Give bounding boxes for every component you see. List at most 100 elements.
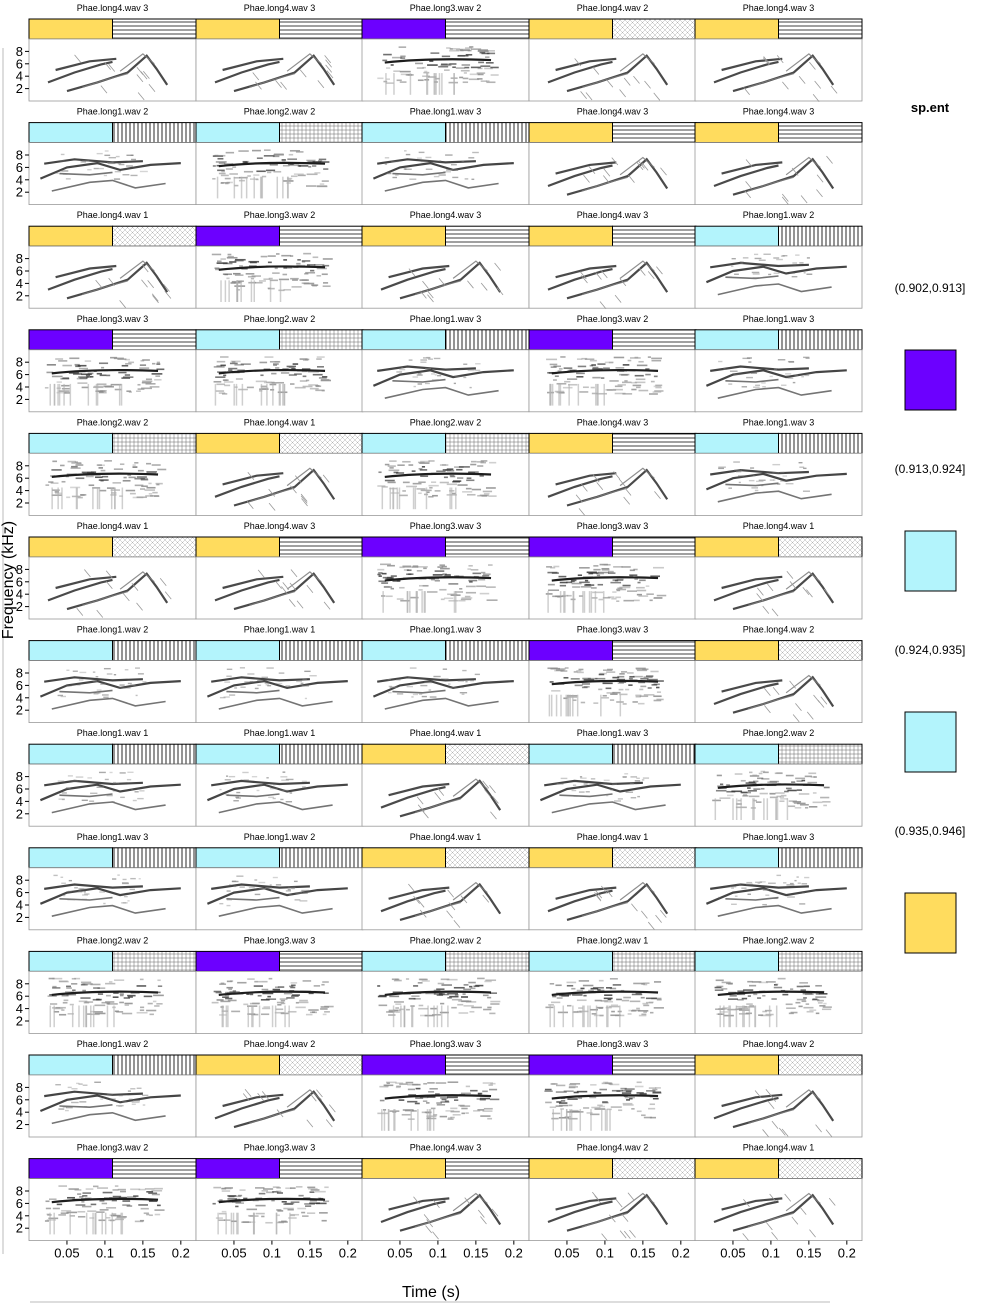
energy-blob bbox=[621, 381, 632, 384]
energy-blob bbox=[401, 366, 404, 369]
noise-streak bbox=[638, 160, 645, 169]
energy-blob bbox=[272, 988, 281, 991]
spectrogram-panel: Phae.long4.wav 2 bbox=[694, 1039, 863, 1138]
harmonic-trace bbox=[81, 280, 128, 296]
panel-title: Phae.long1.wav 1 bbox=[244, 728, 316, 738]
x-tick-label: 0.05 bbox=[54, 1246, 79, 1261]
dominant-band bbox=[551, 990, 659, 997]
energy-blob bbox=[412, 566, 419, 568]
energy-blob bbox=[622, 1102, 633, 1105]
x-tick-label: 0.2 bbox=[172, 1246, 190, 1261]
energy-blob bbox=[265, 1221, 273, 1224]
energy-blob bbox=[387, 481, 396, 484]
energy-blob bbox=[287, 886, 296, 889]
energy-blob bbox=[307, 1212, 316, 1214]
energy-blob bbox=[305, 1205, 312, 1207]
noise-streak bbox=[608, 1214, 616, 1223]
energy-blob bbox=[615, 367, 625, 369]
energy-blob bbox=[733, 373, 741, 376]
energy-blob bbox=[439, 1115, 448, 1118]
energy-blob bbox=[221, 1010, 229, 1012]
energy-blob bbox=[422, 357, 431, 359]
y-tick-label: 8 bbox=[16, 769, 23, 784]
energy-blob bbox=[46, 1213, 50, 1216]
energy-blob bbox=[459, 691, 468, 694]
energy-blob bbox=[485, 56, 490, 58]
energy-blob bbox=[646, 675, 654, 677]
noise-streak bbox=[606, 79, 614, 88]
spectrogram-plot bbox=[694, 38, 863, 102]
energy-blob bbox=[755, 881, 763, 883]
noise-streak bbox=[131, 582, 139, 591]
energy-blob bbox=[48, 977, 55, 980]
energy-blob bbox=[769, 780, 779, 783]
energy-blob bbox=[276, 253, 280, 255]
energy-blob bbox=[423, 71, 430, 74]
energy-blob bbox=[465, 47, 472, 49]
noise-streak bbox=[767, 1101, 775, 1109]
dominant-band bbox=[384, 472, 492, 479]
energy-blob bbox=[146, 1009, 157, 1012]
energy-blob bbox=[648, 1087, 657, 1089]
x-tick-label: 0.15 bbox=[130, 1246, 155, 1261]
energy-blob bbox=[803, 272, 806, 274]
spectrogram-plot bbox=[28, 867, 197, 931]
energy-blob bbox=[114, 979, 125, 981]
energy-blob bbox=[390, 492, 400, 494]
energy-blob bbox=[229, 261, 237, 263]
energy-blob bbox=[606, 692, 615, 694]
energy-blob bbox=[77, 364, 87, 367]
noise-streak bbox=[816, 174, 824, 183]
noise-streak bbox=[744, 190, 751, 199]
energy-blob bbox=[812, 801, 823, 804]
energy-blob bbox=[102, 1191, 113, 1194]
energy-blob bbox=[288, 1217, 297, 1219]
energy-blob bbox=[820, 796, 830, 799]
noise-streak bbox=[326, 70, 334, 79]
panel-title: Phae.long1.wav 1 bbox=[244, 625, 316, 635]
energy-blob bbox=[389, 995, 400, 998]
energy-blob bbox=[234, 259, 244, 262]
energy-blob bbox=[445, 1110, 455, 1112]
energy-blob bbox=[156, 1003, 163, 1005]
spectrogram-plot bbox=[694, 142, 863, 206]
energy-blob bbox=[230, 282, 236, 284]
energy-blob bbox=[758, 259, 766, 261]
energy-blob bbox=[289, 1214, 295, 1217]
energy-blob bbox=[232, 361, 236, 363]
energy-blob bbox=[610, 1014, 621, 1017]
noise-streak bbox=[762, 1129, 769, 1138]
energy-blob bbox=[257, 679, 263, 682]
x-tick-label: 0.2 bbox=[838, 1246, 856, 1261]
harmonic-trace bbox=[547, 268, 613, 291]
energy-blob bbox=[82, 160, 90, 162]
noise-streak bbox=[771, 608, 779, 617]
energy-blob bbox=[574, 684, 583, 687]
energy-blob bbox=[438, 65, 449, 68]
harmonic-trace bbox=[248, 73, 295, 88]
dominant-band bbox=[551, 368, 659, 375]
energy-blob bbox=[114, 388, 122, 391]
energy-blob bbox=[822, 1006, 832, 1008]
energy-blob bbox=[298, 165, 309, 167]
energy-blob bbox=[388, 1010, 396, 1013]
energy-blob bbox=[485, 586, 496, 588]
energy-blob bbox=[44, 1220, 49, 1222]
panel-title: Phae.long4.wav 2 bbox=[743, 625, 815, 635]
energy-blob bbox=[726, 790, 736, 793]
energy-blob bbox=[608, 570, 614, 573]
energy-blob bbox=[645, 373, 651, 376]
energy-blob bbox=[109, 1098, 116, 1100]
energy-blob bbox=[408, 1094, 417, 1096]
energy-blob bbox=[120, 796, 125, 799]
energy-blob bbox=[576, 999, 587, 1002]
energy-blob bbox=[249, 795, 255, 797]
energy-blob bbox=[220, 174, 229, 177]
energy-blob bbox=[116, 1011, 124, 1013]
noise-streak bbox=[448, 902, 456, 911]
panel-title: Phae.long2.wav 2 bbox=[77, 417, 149, 427]
energy-blob bbox=[482, 575, 490, 577]
energy-blob bbox=[241, 1221, 251, 1224]
energy-blob bbox=[556, 1101, 562, 1103]
harmonic-trace bbox=[721, 1093, 783, 1108]
